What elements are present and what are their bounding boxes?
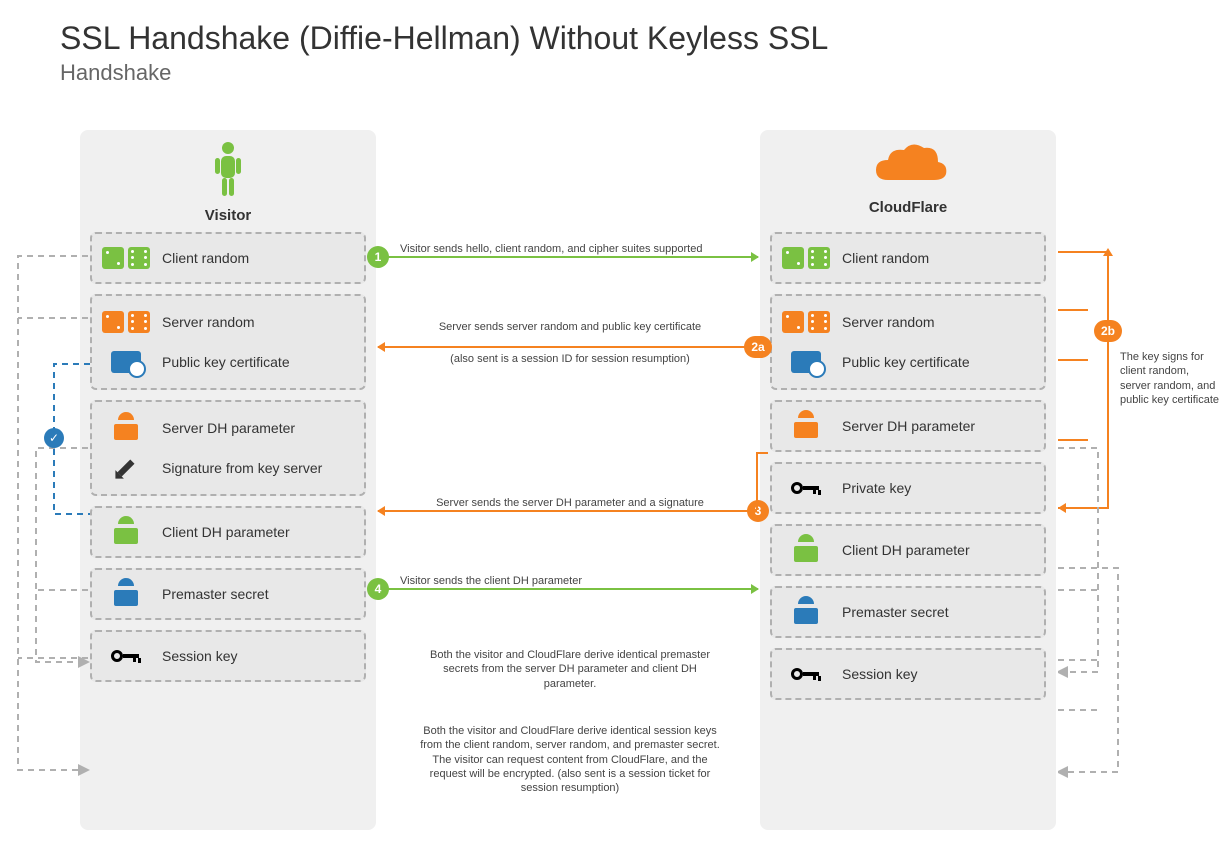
cloudflare-header: CloudFlare xyxy=(770,140,1046,222)
check-icon: ✓ xyxy=(44,428,64,448)
item-label: Client DH parameter xyxy=(162,524,290,540)
item-label: Client random xyxy=(842,250,929,266)
arrow-step3-label: Server sends the server DH parameter and… xyxy=(420,496,720,510)
arrow-step1-label: Visitor sends hello, client random, and … xyxy=(400,242,740,256)
visitor-column: Visitor Client random Server random Publ… xyxy=(80,130,376,830)
dice-orange-icon xyxy=(104,308,148,336)
cf-session-key: Session key xyxy=(770,648,1046,700)
step-badge: 4 xyxy=(367,578,389,600)
visitor-label: Visitor xyxy=(90,207,366,224)
step-badge: 1 xyxy=(367,246,389,268)
visitor-header: Visitor xyxy=(90,140,366,222)
visitor-client-random: Client random xyxy=(90,232,366,284)
dice-green-icon xyxy=(104,244,148,272)
gift-orange-icon xyxy=(784,412,828,440)
cloud-icon xyxy=(868,140,948,190)
step-badge: 3 xyxy=(747,500,769,522)
arrow-step3-top xyxy=(756,452,768,454)
arrow-step3-v xyxy=(756,452,758,510)
key-icon xyxy=(104,642,148,670)
item-label: Premaster secret xyxy=(162,586,269,602)
cloudflare-column: CloudFlare Client random Server random P… xyxy=(760,130,1056,830)
item-label: Server DH parameter xyxy=(162,420,295,436)
item-label: Public key certificate xyxy=(162,354,290,370)
page-title: SSL Handshake (Diffie-Hellman) Without K… xyxy=(60,20,828,57)
item-label: Client random xyxy=(162,250,249,266)
pencil-icon xyxy=(104,454,148,482)
step-badge: 2a xyxy=(744,336,772,358)
arrow-step2a-label2: (also sent is a session ID for session r… xyxy=(420,352,720,366)
arrow-step2b-label: The key signs for client random, server … xyxy=(1120,350,1220,407)
arrow-step2a-label1: Server sends server random and public ke… xyxy=(420,320,720,334)
item-label: Session key xyxy=(842,666,917,682)
note-session: Both the visitor and CloudFlare derive i… xyxy=(420,724,720,795)
key-icon xyxy=(784,474,828,502)
item-label: Signature from key server xyxy=(162,460,322,476)
visitor-server-random-cert: Server random Public key certificate xyxy=(90,294,366,390)
cf-client-random: Client random xyxy=(770,232,1046,284)
gift-blue-icon xyxy=(784,598,828,626)
cf-client-dh: Client DH parameter xyxy=(770,524,1046,576)
item-label: Client DH parameter xyxy=(842,542,970,558)
arrow-step4-label: Visitor sends the client DH parameter xyxy=(400,574,660,588)
item-label: Private key xyxy=(842,480,911,496)
certificate-icon xyxy=(104,348,148,376)
step-badge-2b: 2b xyxy=(1094,320,1122,342)
note-premaster: Both the visitor and CloudFlare derive i… xyxy=(420,648,720,691)
arrow-step4: 4 xyxy=(378,588,758,590)
item-label: Server random xyxy=(162,314,255,330)
gift-green-icon xyxy=(784,536,828,564)
item-label: Server random xyxy=(842,314,935,330)
visitor-client-dh: Client DH parameter xyxy=(90,506,366,558)
dice-orange-icon xyxy=(784,308,828,336)
cf-premaster-derive xyxy=(1058,440,1118,680)
item-label: Session key xyxy=(162,648,237,664)
certificate-icon xyxy=(784,348,828,376)
page-subtitle: Handshake xyxy=(60,60,171,86)
cf-premaster: Premaster secret xyxy=(770,586,1046,638)
visitor-premaster: Premaster secret xyxy=(90,568,366,620)
gift-orange-icon xyxy=(104,414,148,442)
gift-blue-icon xyxy=(104,580,148,608)
cloudflare-label: CloudFlare xyxy=(770,199,1046,216)
arrow-step1: 1 xyxy=(378,256,758,258)
dice-green-icon xyxy=(784,244,828,272)
arrow-step3: 3 xyxy=(378,510,758,512)
cf-private-key: Private key xyxy=(770,462,1046,514)
item-label: Server DH parameter xyxy=(842,418,975,434)
item-label: Public key certificate xyxy=(842,354,970,370)
key-icon xyxy=(784,660,828,688)
visitor-server-dh-sig: Server DH parameter Signature from key s… xyxy=(90,400,366,496)
visitor-session-key: Session key xyxy=(90,630,366,682)
arrow-step2a: 2a xyxy=(378,346,758,348)
person-icon xyxy=(210,140,246,198)
cf-server-dh: Server DH parameter xyxy=(770,400,1046,452)
gift-green-icon xyxy=(104,518,148,546)
cf-server-random-cert: Server random Public key certificate xyxy=(770,294,1046,390)
item-label: Premaster secret xyxy=(842,604,949,620)
